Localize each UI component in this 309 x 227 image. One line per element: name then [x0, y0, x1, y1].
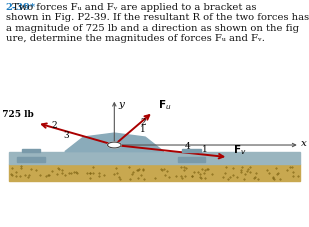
Bar — [17, 157, 45, 163]
Polygon shape — [65, 133, 164, 152]
Bar — [9, 164, 300, 181]
Text: 3: 3 — [64, 131, 69, 140]
Bar — [9, 152, 300, 164]
Circle shape — [108, 143, 121, 148]
Text: 1: 1 — [202, 145, 208, 154]
Text: $\mathbf{F}_{v}$: $\mathbf{F}_{v}$ — [233, 143, 247, 156]
Text: 2: 2 — [140, 118, 146, 127]
Bar — [182, 149, 201, 153]
Text: Two forces Fᵤ and Fᵥ are applied to a bracket as
shown in Fig. P2-39. If the res: Two forces Fᵤ and Fᵥ are applied to a br… — [6, 3, 309, 43]
Text: 1: 1 — [140, 124, 146, 133]
Text: $\mathbf{F}_{u}$: $\mathbf{F}_{u}$ — [158, 97, 171, 111]
Text: R = 725 lb: R = 725 lb — [0, 109, 34, 118]
Text: 4: 4 — [185, 141, 191, 150]
Text: 2: 2 — [51, 120, 57, 129]
Text: x: x — [301, 138, 307, 147]
Bar — [22, 149, 40, 153]
Bar — [178, 157, 205, 163]
Text: 2-39*: 2-39* — [6, 3, 36, 12]
Text: y: y — [118, 99, 124, 108]
